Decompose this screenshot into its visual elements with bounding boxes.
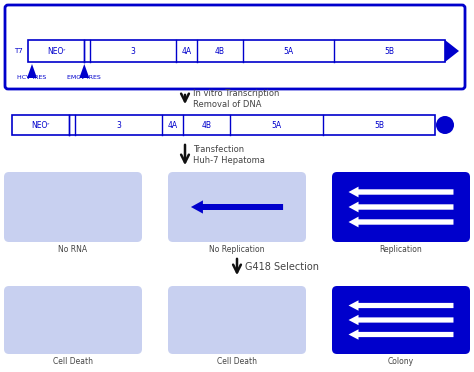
Text: 4A: 4A [182, 46, 191, 55]
FancyBboxPatch shape [168, 172, 306, 242]
Text: 4A: 4A [168, 121, 178, 129]
Text: NEOʳ: NEOʳ [47, 46, 65, 55]
FancyBboxPatch shape [4, 172, 142, 242]
Text: No Replication: No Replication [209, 245, 265, 254]
FancyArrow shape [348, 187, 454, 198]
Bar [12, 115, 435, 135]
FancyArrow shape [348, 217, 454, 227]
Circle shape [436, 116, 454, 134]
Text: G418 Selection: G418 Selection [245, 262, 319, 272]
Text: T7: T7 [14, 48, 22, 54]
FancyArrow shape [348, 329, 454, 340]
Text: NEOʳ: NEOʳ [31, 121, 50, 129]
FancyBboxPatch shape [332, 172, 470, 242]
Text: Transfection
Huh-7 Hepatoma: Transfection Huh-7 Hepatoma [193, 145, 265, 165]
Text: Colony: Colony [388, 357, 414, 366]
Bar [28, 40, 445, 62]
Text: 5A: 5A [271, 121, 282, 129]
Text: 5A: 5A [283, 46, 294, 55]
FancyBboxPatch shape [332, 286, 470, 354]
Polygon shape [27, 64, 37, 78]
Text: 3: 3 [130, 46, 135, 55]
FancyBboxPatch shape [5, 5, 465, 89]
Text: 5B: 5B [385, 46, 395, 55]
Text: Cell Death: Cell Death [217, 357, 257, 366]
Text: No RNA: No RNA [58, 245, 88, 254]
Text: 3: 3 [116, 121, 121, 129]
FancyBboxPatch shape [4, 286, 142, 354]
Text: EMCV IRES: EMCV IRES [67, 75, 101, 80]
FancyArrow shape [191, 201, 283, 214]
Polygon shape [445, 40, 459, 62]
FancyArrow shape [348, 315, 454, 325]
Polygon shape [79, 64, 89, 78]
Text: Replication: Replication [380, 245, 422, 254]
FancyBboxPatch shape [168, 286, 306, 354]
Text: 4B: 4B [215, 46, 225, 55]
Text: In vitro Transcription
Removal of DNA: In vitro Transcription Removal of DNA [193, 89, 279, 109]
Text: HCV IRES: HCV IRES [18, 75, 46, 80]
FancyArrow shape [348, 202, 454, 212]
Text: 4B: 4B [201, 121, 211, 129]
Text: 5B: 5B [374, 121, 384, 129]
Text: Cell Death: Cell Death [53, 357, 93, 366]
FancyArrow shape [348, 300, 454, 311]
